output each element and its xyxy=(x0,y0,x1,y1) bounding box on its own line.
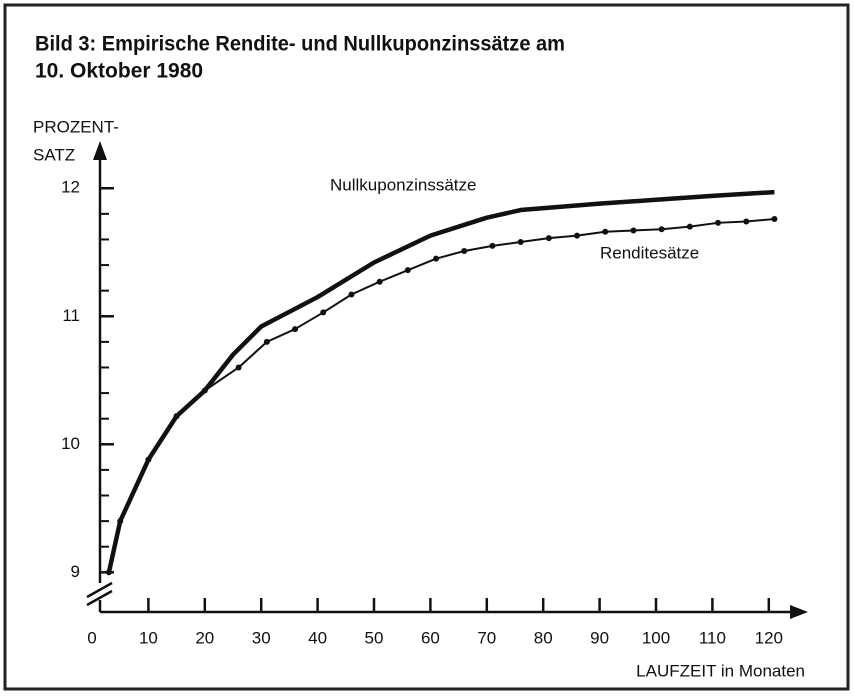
x-tick-label: 60 xyxy=(421,628,440,647)
x-tick-label: 70 xyxy=(477,628,496,647)
frame xyxy=(3,3,850,691)
x-tick-label: 110 xyxy=(699,628,726,647)
y-axis-label: PROZENT- xyxy=(33,117,119,136)
point xyxy=(404,267,411,274)
point xyxy=(433,255,440,262)
point xyxy=(320,309,327,316)
point xyxy=(715,219,722,226)
x-tick-label: 0 xyxy=(87,628,96,647)
x-arrow xyxy=(790,605,808,619)
y-tick-label: 10 xyxy=(61,434,80,453)
point xyxy=(145,456,152,463)
point xyxy=(743,218,750,225)
x-tick-label: 20 xyxy=(195,628,214,647)
point xyxy=(117,518,124,525)
point xyxy=(489,242,496,249)
point xyxy=(771,215,778,222)
x-tick-label: 30 xyxy=(252,628,271,647)
x-tick-label: 90 xyxy=(590,628,609,647)
point xyxy=(602,228,609,235)
y-tick-label: 11 xyxy=(62,306,80,325)
point xyxy=(235,364,242,371)
point xyxy=(173,413,180,420)
x-tick-label: 50 xyxy=(365,628,384,647)
point xyxy=(461,247,468,254)
point xyxy=(263,338,270,345)
point xyxy=(292,326,299,333)
point xyxy=(376,278,383,285)
x-tick-label: 120 xyxy=(755,628,783,647)
x-tick-label: 10 xyxy=(139,628,158,647)
point xyxy=(630,227,637,234)
point xyxy=(517,239,524,246)
point xyxy=(686,223,693,230)
point xyxy=(105,569,112,576)
series-label: Renditesätze xyxy=(600,243,699,262)
x-tick-label: 40 xyxy=(308,628,327,647)
point xyxy=(658,226,665,233)
y-arrow xyxy=(93,141,107,160)
y-tick-label: 12 xyxy=(61,178,80,197)
y-tick-label: 9 xyxy=(71,562,80,581)
axis-break xyxy=(86,581,113,599)
x-tick-label: 100 xyxy=(642,628,670,647)
chart-title: 10. Oktober 1980 xyxy=(35,60,203,83)
axis-break xyxy=(86,589,113,607)
y-axis-label: SATZ xyxy=(33,145,75,164)
series-label: Nullkuponzinssätze xyxy=(330,175,476,194)
chart-title: Bild 3: Empirische Rendite- und Nullkupo… xyxy=(35,33,565,56)
point xyxy=(545,235,552,242)
x-axis-label: LAUFZEIT in Monaten xyxy=(636,661,805,680)
point xyxy=(201,387,208,394)
point xyxy=(574,232,581,239)
point xyxy=(348,291,355,298)
x-tick-label: 80 xyxy=(534,628,553,647)
